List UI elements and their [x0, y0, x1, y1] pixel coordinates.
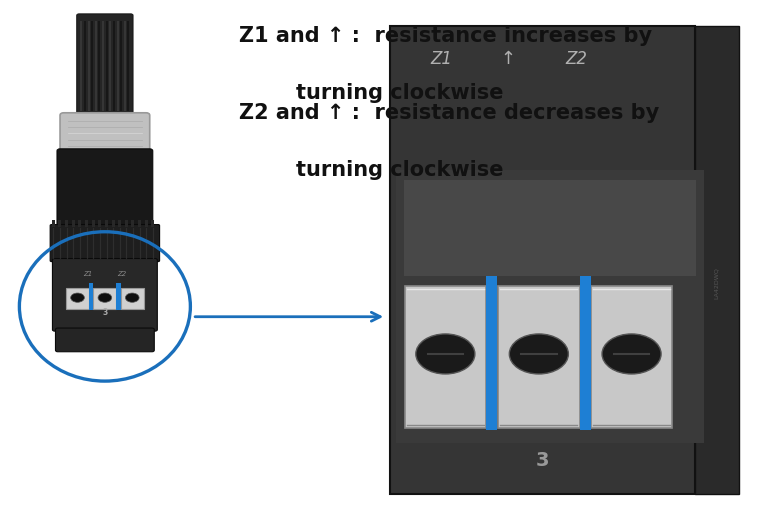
Bar: [65, 259, 68, 266]
Circle shape: [509, 334, 568, 374]
Text: Z2: Z2: [117, 271, 126, 277]
Bar: [78, 220, 81, 227]
Bar: [151, 259, 154, 266]
Text: ↑: ↑: [500, 50, 515, 68]
Bar: [138, 220, 141, 227]
Bar: [151, 220, 154, 227]
Text: Z1 and ↑ :  resistance increases by: Z1 and ↑ : resistance increases by: [239, 26, 653, 46]
Bar: [119, 259, 121, 266]
Bar: [92, 259, 94, 266]
Bar: [85, 259, 88, 266]
Bar: [65, 220, 68, 227]
Bar: [580, 276, 591, 430]
Text: Z2 and ↑ :  resistance decreases by: Z2 and ↑ : resistance decreases by: [239, 104, 660, 123]
Bar: [119, 220, 121, 227]
FancyBboxPatch shape: [499, 286, 579, 428]
Bar: [93, 288, 116, 309]
Bar: [404, 180, 696, 276]
Bar: [98, 259, 101, 266]
Bar: [144, 220, 147, 227]
Bar: [125, 259, 128, 266]
Bar: [105, 220, 108, 227]
Bar: [66, 288, 89, 309]
Bar: [71, 220, 74, 227]
FancyBboxPatch shape: [591, 286, 672, 428]
Text: turning clockwise: turning clockwise: [296, 160, 504, 180]
Bar: [59, 220, 62, 227]
FancyBboxPatch shape: [57, 149, 153, 228]
Bar: [390, 26, 695, 494]
Circle shape: [71, 293, 84, 302]
Text: Z1: Z1: [84, 271, 93, 277]
Bar: [52, 259, 55, 266]
Bar: [105, 259, 108, 266]
Bar: [486, 276, 497, 430]
Bar: [92, 220, 94, 227]
Text: Z1: Z1: [431, 50, 452, 68]
FancyBboxPatch shape: [55, 328, 154, 352]
Text: Z2: Z2: [565, 50, 587, 68]
Bar: [695, 26, 739, 494]
FancyBboxPatch shape: [52, 259, 157, 331]
Bar: [85, 220, 88, 227]
Circle shape: [416, 334, 475, 374]
Bar: [78, 259, 81, 266]
Text: 3: 3: [536, 452, 549, 470]
Bar: [131, 220, 135, 227]
Bar: [125, 220, 128, 227]
FancyBboxPatch shape: [60, 113, 150, 154]
Bar: [138, 259, 141, 266]
FancyBboxPatch shape: [77, 14, 133, 117]
Text: LA42DWQ: LA42DWQ: [714, 268, 719, 299]
Bar: [396, 170, 704, 443]
Bar: [71, 259, 74, 266]
Bar: [112, 220, 115, 227]
FancyBboxPatch shape: [405, 286, 486, 428]
Bar: [121, 288, 144, 309]
Bar: [98, 220, 101, 227]
Bar: [144, 259, 147, 266]
Bar: [52, 220, 55, 227]
FancyBboxPatch shape: [50, 225, 160, 262]
Text: turning clockwise: turning clockwise: [296, 83, 504, 102]
Bar: [112, 259, 115, 266]
Circle shape: [98, 293, 112, 302]
Circle shape: [602, 334, 661, 374]
Bar: [59, 259, 62, 266]
Bar: [131, 259, 135, 266]
Bar: [89, 283, 93, 310]
Circle shape: [125, 293, 139, 302]
Text: 3: 3: [103, 307, 107, 317]
Bar: [116, 283, 121, 310]
